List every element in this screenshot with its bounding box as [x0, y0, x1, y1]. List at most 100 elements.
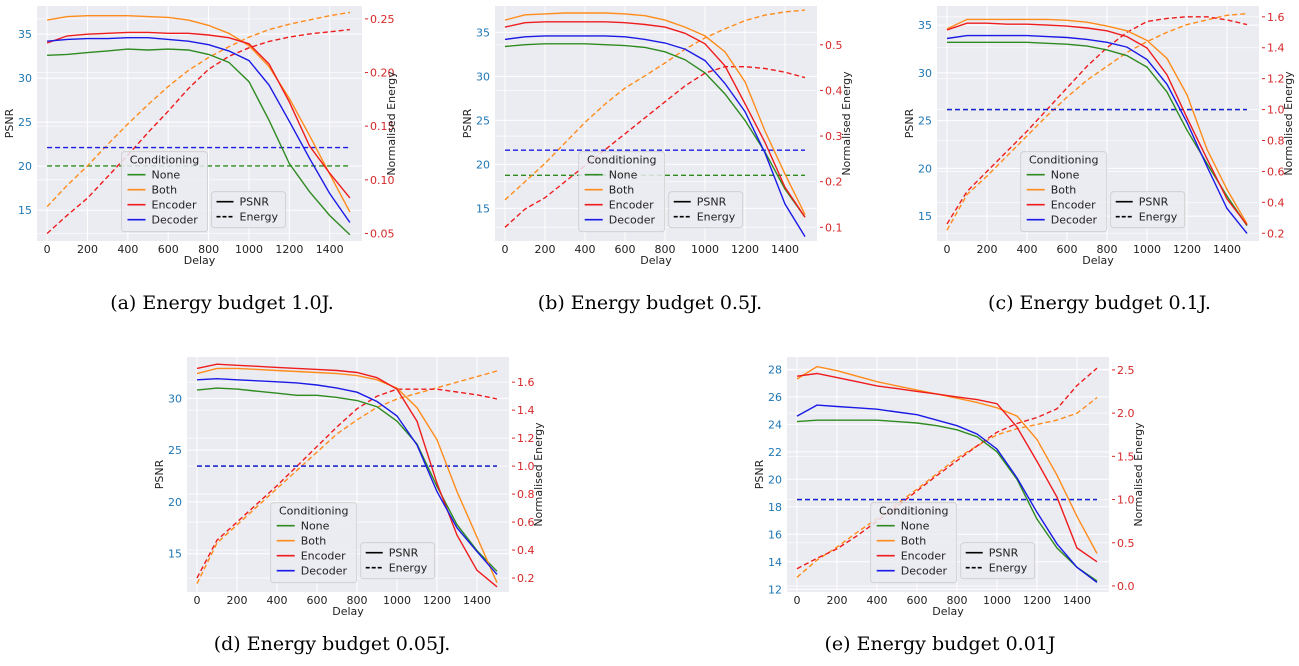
chart-e-y2tick-label: 2.0 — [1117, 407, 1135, 420]
chart-d-psnr-none-line — [196, 387, 498, 572]
chart-c-psnr-encoder-line — [946, 22, 1248, 226]
chart-a-y2tick-label: 0.15 — [370, 120, 395, 133]
chart-e-xtick-label: 600 — [907, 594, 928, 607]
chart-e-ytick-label: 12 — [768, 583, 782, 596]
chart-a-style-label-energy: Energy — [240, 211, 279, 224]
chart-d-y2tick-label: 0.6 — [517, 516, 535, 529]
chart-c-psnr-both-line — [946, 18, 1248, 225]
chart-e-ytick-label: 14 — [768, 556, 782, 569]
chart-c-ylabel: PSNR — [903, 108, 916, 138]
chart-d-legend-label-none: None — [301, 520, 330, 533]
chart-e-ytick-label: 18 — [768, 501, 782, 514]
chart-b-xtick-label: 1400 — [771, 243, 799, 256]
chart-e-style-label-psnr: PSNR — [989, 547, 1019, 560]
chart-b-xtick-label: 200 — [535, 243, 556, 256]
chart-a: 0 200 400 600 800 1000 1200 1400 15 20 25 30 35 0.05 0… — [3, 6, 398, 267]
chart-e-xtick-label: 1000 — [983, 594, 1011, 607]
chart-d-psnr-decoder-line — [196, 377, 498, 575]
caption-b: (b) Energy budget 0.5J. — [537, 292, 763, 314]
chart-d-style-label-psnr: PSNR — [389, 547, 419, 560]
chart-b-legend-title: Conditioning — [587, 154, 657, 167]
chart-d-xtick-label: 800 — [347, 594, 368, 607]
chart-b-ytick-label: 25 — [476, 114, 490, 127]
chart-e-energy-both-line — [796, 397, 1098, 578]
chart-e-y2tick-label: 1.5 — [1117, 450, 1135, 463]
chart-b-xtick-label: 400 — [575, 243, 596, 256]
chart-c-style-label-energy: Energy — [1139, 211, 1178, 224]
chart-d-xtick-label: 400 — [267, 594, 288, 607]
chart-e-ytick-label: 24 — [768, 418, 782, 431]
chart-e-xtick-label: 0 — [794, 594, 801, 607]
chart-c-legend: Conditioning None Both Encoder Decoder PSNR En… — [1020, 151, 1186, 233]
chart-d-legend-label-encoder: Encoder — [301, 550, 346, 563]
chart-e-ytick-label: 16 — [768, 528, 782, 541]
chart-b-xtick-label: 800 — [655, 243, 676, 256]
chart-e-ytick-label: 28 — [768, 363, 782, 376]
chart-c-y2tick-label: 1.2 — [1267, 73, 1285, 86]
chart-e-y2tick-label: 2.5 — [1117, 364, 1135, 377]
chart-c-ytick-label: 15 — [918, 210, 932, 223]
chart-e-psnr-encoder-line — [796, 372, 1098, 563]
chart-c-xtick-label: 200 — [977, 243, 998, 256]
chart-d-legend-title: Conditioning — [279, 505, 349, 518]
chart-a-xtick-label: 200 — [77, 243, 98, 256]
chart-b-y2tick-label: 0.1 — [825, 221, 843, 234]
chart-a-xtick-label: 400 — [117, 243, 138, 256]
chart-d-series-group — [196, 363, 498, 588]
chart-a-y2label: Normalised Energy — [385, 71, 398, 176]
chart-a-legend-label-both: Both — [152, 184, 178, 197]
chart-e: 0 200 400 600 800 1000 1200 1400 12 14 16 18 20 22 24 2… — [753, 357, 1145, 618]
chart-c-y2label: Normalised Energy — [1282, 71, 1295, 176]
chart-e-y2tick-label: 0.5 — [1117, 537, 1135, 550]
chart-c-ytick-label: 30 — [918, 67, 932, 80]
chart-b-legend: Conditioning None Both Encoder Decoder PSNR En… — [578, 151, 744, 233]
chart-b-series-group — [504, 9, 806, 237]
chart-e-ylabel: PSNR — [753, 459, 766, 489]
caption-a: (a) Energy budget 1.0J. — [110, 292, 334, 314]
chart-b-style-label-energy: Energy — [697, 211, 736, 224]
chart-b-legend-label-both: Both — [609, 184, 635, 197]
caption-c: (c) Energy budget 0.1J. — [988, 292, 1211, 314]
chart-d-legend-label-both: Both — [301, 535, 327, 548]
chart-b-psnr-encoder-line — [504, 21, 806, 218]
chart-d-legend-label-decoder: Decoder — [301, 565, 348, 578]
chart-c-xtick-label: 1000 — [1133, 243, 1161, 256]
chart-b-xlabel: Delay — [640, 254, 672, 267]
chart-e-energy-encoder-line — [796, 367, 1098, 570]
caption-d: (d) Energy budget 0.05J. — [213, 633, 451, 655]
chart-a-ytick-label: 35 — [18, 28, 32, 41]
chart-c-xtick-label: 800 — [1097, 243, 1118, 256]
chart-e-xlabel: Delay — [932, 605, 964, 618]
chart-a-psnr-none-line — [47, 48, 351, 236]
chart-b-ytick-label: 35 — [476, 26, 490, 39]
chart-b-y2label: Normalised Energy — [840, 71, 853, 176]
chart-c-legend-label-encoder: Encoder — [1051, 199, 1096, 212]
chart-a-legend-label-none: None — [152, 169, 181, 182]
panel-a: 0 200 400 600 800 1000 1200 1400 15 20 25 30 35 0.05 0… — [0, 0, 400, 330]
chart-e-psnr-decoder-line — [796, 404, 1098, 583]
chart-e-xtick-label: 1200 — [1023, 594, 1051, 607]
chart-c-y2tick-label: 0.4 — [1267, 196, 1285, 209]
chart-d: 0 200 400 600 800 1000 1200 1400 15 20 25 30 0.2 0.4 0… — [153, 357, 545, 618]
chart-c-xtick-label: 0 — [944, 243, 951, 256]
chart-c-xtick-label: 1400 — [1213, 243, 1241, 256]
chart-c-y2tick-label: 1.0 — [1267, 104, 1285, 117]
chart-b-style-label-psnr: PSNR — [697, 196, 727, 209]
chart-e-ytick-label: 26 — [768, 391, 782, 404]
chart-b-psnr-decoder-line — [504, 35, 806, 237]
chart-b-style-legend-box — [668, 191, 744, 229]
chart-e-xtick-label: 1400 — [1063, 594, 1091, 607]
chart-b-psnr-both-line — [504, 12, 806, 215]
chart-e-legend-label-both: Both — [901, 535, 927, 548]
chart-b-legend-label-encoder: Encoder — [609, 199, 654, 212]
chart-a-psnr-decoder-line — [47, 37, 351, 223]
chart-a-legend-label-encoder: Encoder — [152, 199, 197, 212]
chart-a-y2tick-label: 0.20 — [370, 67, 395, 80]
chart-e-legend: Conditioning None Both Encoder Decoder PSNR En… — [870, 502, 1036, 584]
chart-b-psnr-none-line — [504, 43, 806, 218]
chart-d-ytick-label: 20 — [168, 496, 182, 509]
chart-c-y2tick-label: 1.4 — [1267, 42, 1285, 55]
chart-d-y2tick-label: 1.0 — [517, 460, 535, 473]
chart-b-legend-box — [578, 151, 666, 233]
chart-d-y2label: Normalised Energy — [532, 422, 545, 527]
